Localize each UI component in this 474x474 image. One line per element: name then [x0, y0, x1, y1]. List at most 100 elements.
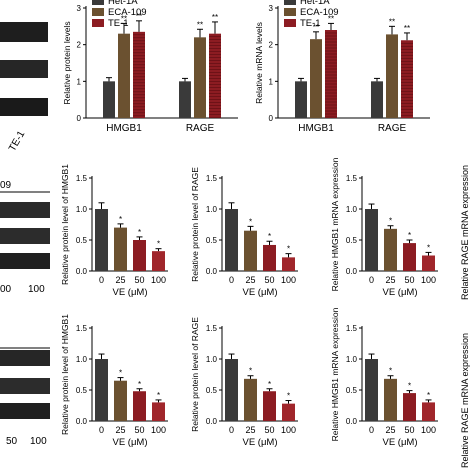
cropped-axis-label: Relative RAGE mRNA expression: [460, 333, 470, 468]
chart-mid-hmgb1-mrna: 0.0 0.5 1.0 1.5 Relative HMGB1 mRNA expressi…: [330, 157, 438, 298]
blot-lane-label: 00: [0, 284, 12, 295]
bar: [422, 255, 435, 271]
y-tick-label: 0: [77, 114, 82, 123]
y-axis-label: Relative HMGB1 mRNA expression: [330, 307, 340, 441]
y-axis-label: Relative protein level of HMGB1: [60, 314, 70, 435]
legend-swatch: [284, 19, 296, 27]
bar: [282, 403, 295, 421]
bar: [263, 244, 276, 271]
y-tick-label: 2: [269, 41, 274, 50]
bar: [95, 359, 108, 421]
significance-marker: **: [328, 14, 334, 23]
y-tick-label: 0: [269, 114, 274, 123]
y-tick-label: 0.5: [76, 236, 88, 245]
x-tick-label: 50: [134, 275, 144, 285]
x-axis-label: VE (μM): [112, 437, 147, 448]
bar: [371, 81, 383, 118]
y-tick-label: 1.5: [346, 174, 358, 183]
x-tick-label: 0: [229, 275, 234, 285]
x-tick-label: 25: [385, 425, 395, 435]
bar: [365, 209, 378, 271]
chart-mid-hmgb1-protein: 0.0 0.5 1.0 1.5 Relative protein level of HM…: [60, 164, 168, 298]
y-tick-label: 1.5: [76, 324, 88, 333]
x-tick-label: 50: [264, 425, 274, 435]
chart-bot-hmgb1-mrna: 0.0 0.5 1.0 1.5 Relative HMGB1 mRNA expressi…: [330, 307, 438, 448]
significance-marker: *: [268, 232, 271, 241]
significance-marker: *: [408, 231, 411, 240]
y-tick-label: 0.0: [346, 267, 358, 276]
bar: [152, 251, 165, 271]
y-axis-label: Relative protein level of HMGB1: [60, 164, 70, 285]
blot-lane-label: 50: [6, 436, 18, 447]
significance-marker: **: [389, 17, 395, 26]
y-tick-label: 0.0: [76, 417, 88, 426]
x-tick-label: 0: [229, 425, 234, 435]
x-tick-label: 100: [281, 275, 296, 285]
blot-band-row: [0, 403, 50, 419]
blot-lane-label: 09: [0, 180, 12, 191]
bar: [403, 393, 416, 421]
significance-marker: **: [212, 13, 218, 22]
legend-swatch: [92, 0, 104, 5]
legend-label: TE-1: [108, 18, 129, 29]
legend-label: Het-1A: [300, 0, 330, 7]
y-tick-label: 1.0: [206, 205, 218, 214]
legend-swatch: [92, 19, 104, 27]
y-tick-label: 0.5: [206, 386, 218, 395]
y-tick-label: 0.5: [76, 386, 88, 395]
y-axis-label: Relative protein levels: [62, 21, 72, 104]
y-tick-label: 1.5: [206, 174, 218, 183]
y-tick-label: 0.0: [206, 267, 218, 276]
bar: [103, 81, 115, 118]
x-tick-label: 100: [151, 275, 166, 285]
y-tick-label: 1: [77, 77, 82, 86]
bar: [118, 33, 130, 118]
blot-band-row: [0, 202, 50, 218]
y-tick-label: 1.5: [76, 174, 88, 183]
blot-band-row: [0, 253, 50, 269]
y-tick-label: 1.5: [206, 324, 218, 333]
y-tick-label: 1.0: [346, 205, 358, 214]
x-tick-label: 100: [281, 425, 296, 435]
x-tick-label: 100: [151, 425, 166, 435]
y-tick-label: 1.0: [206, 355, 218, 364]
y-tick-label: 1.0: [346, 355, 358, 364]
significance-marker: **: [121, 14, 127, 23]
significance-marker: *: [119, 215, 122, 224]
bar: [422, 402, 435, 421]
western-blot-bottom: 50 100: [0, 347, 50, 447]
chart-top-mrna: 0 1 2 3 Relative mRNA levels HMGB1 ** ** RAGE ** *…: [254, 0, 430, 134]
significance-marker: *: [287, 245, 290, 254]
x-tick-label: 100: [421, 275, 436, 285]
significance-marker: *: [427, 243, 430, 252]
x-tick-label: 25: [115, 425, 125, 435]
western-blot-top: TE-1: [0, 22, 48, 154]
x-axis-label: VE (μM): [382, 287, 417, 298]
y-tick-label: 1: [269, 77, 274, 86]
bar: [365, 359, 378, 421]
bar: [310, 39, 322, 118]
significance-marker: **: [313, 23, 319, 32]
y-axis-label: Relative protein level of RAGE: [190, 167, 200, 282]
x-tick-label: 0: [99, 425, 104, 435]
y-axis-label: Relative HMGB1 mRNA expression: [330, 157, 340, 291]
x-tick-label: 100: [421, 425, 436, 435]
bar: [225, 359, 238, 421]
significance-marker: *: [389, 367, 392, 376]
x-tick-label: 25: [245, 425, 255, 435]
x-tick-label: HMGB1: [106, 123, 142, 134]
x-axis-label: VE (μM): [242, 287, 277, 298]
blot-lane-label: 100: [30, 436, 47, 447]
significance-marker: **: [404, 24, 410, 33]
blot-band-row: [0, 60, 48, 78]
y-tick-label: 1.5: [346, 324, 358, 333]
legend-label: ECA-109: [300, 7, 339, 18]
western-blot-middle: 09 00 100: [0, 180, 50, 295]
bar: [384, 228, 397, 271]
significance-marker: *: [268, 380, 271, 389]
chart-mid-rage-protein: 0.0 0.5 1.0 1.5 Relative protein level of RA…: [190, 167, 298, 298]
chart-bot-hmgb1-protein: 0.0 0.5 1.0 1.5 Relative protein level of HM…: [60, 314, 168, 448]
significance-marker: *: [138, 380, 141, 389]
